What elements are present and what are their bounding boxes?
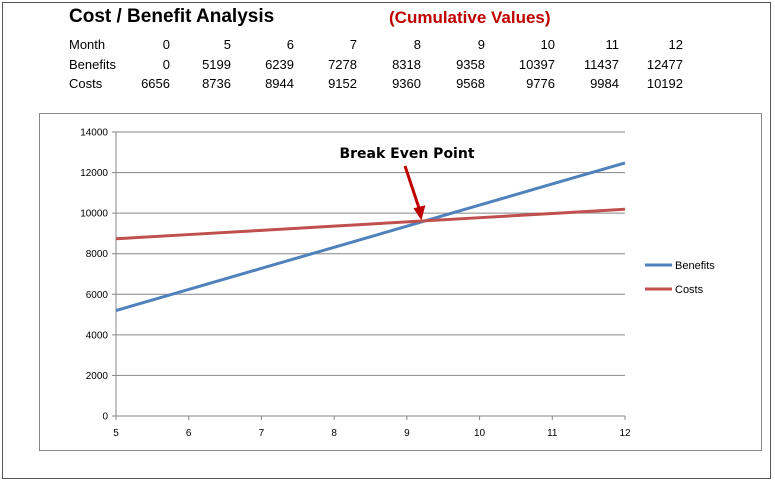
y-tick-label: 2000 [86, 371, 109, 382]
legend-label: Costs [675, 284, 704, 296]
table-cell: 10397 [518, 57, 555, 72]
page-subtitle: (Cumulative Values) [389, 8, 551, 27]
table-cell: 0 [162, 37, 170, 52]
x-tick-label: 12 [619, 428, 631, 439]
annotation-arrow-head [413, 205, 426, 221]
table-cell: 9 [477, 37, 485, 52]
table-cell: 9568 [456, 76, 485, 91]
table-cell: 5 [223, 37, 231, 52]
y-tick-label: 8000 [86, 249, 109, 260]
table-cell: 6239 [265, 57, 294, 72]
table-cell: 0 [162, 57, 170, 72]
table-cell: 12477 [646, 57, 683, 72]
x-tick-label: 8 [331, 428, 337, 439]
table-cell: 6 [286, 37, 294, 52]
table-cell: 8 [413, 37, 421, 52]
y-tick-label: 6000 [86, 290, 109, 301]
table-row-label: Month [69, 37, 106, 52]
table-cell: 8944 [265, 76, 294, 91]
table-cell: 7278 [328, 57, 357, 72]
table-row-label: Benefits [69, 57, 116, 72]
table-cell: 9152 [328, 76, 357, 91]
table-cell: 9776 [526, 76, 555, 91]
y-tick-label: 12000 [80, 168, 108, 179]
chart-area [39, 113, 762, 451]
table-cell: 9360 [392, 76, 421, 91]
y-tick-label: 10000 [80, 209, 108, 220]
table-cell: 8736 [202, 76, 231, 91]
y-tick-label: 14000 [80, 128, 108, 139]
x-tick-label: 10 [474, 428, 486, 439]
table-row-label: Costs [69, 76, 103, 91]
table-cell: 8318 [392, 57, 421, 72]
y-tick-label: 4000 [86, 330, 109, 341]
annotation-arrow-shaft [403, 165, 421, 210]
table-cell: 9984 [590, 76, 619, 91]
table-cell: 10192 [646, 76, 683, 91]
x-tick-label: 7 [259, 428, 265, 439]
series-line-benefits [115, 161, 626, 312]
table-cell: 9358 [456, 57, 485, 72]
series-line-costs [115, 207, 626, 241]
annotation-label: Break Even Point [339, 146, 474, 162]
table-cell: 6656 [141, 76, 170, 91]
table-cell: 10 [540, 37, 555, 52]
y-tick-label: 0 [102, 412, 108, 423]
x-tick-label: 6 [186, 428, 192, 439]
table-cell: 7 [349, 37, 357, 52]
figure-frame [2, 2, 771, 479]
table-cell: 12 [668, 37, 683, 52]
legend-label: Benefits [675, 260, 715, 272]
x-tick-label: 5 [113, 428, 119, 439]
page-title: Cost / Benefit Analysis [69, 6, 275, 27]
x-tick-label: 11 [547, 428, 558, 439]
table-cell: 11 [605, 37, 620, 52]
x-tick-label: 9 [404, 428, 410, 439]
table-cell: 5199 [202, 57, 231, 72]
table-cell: 11437 [583, 57, 619, 72]
